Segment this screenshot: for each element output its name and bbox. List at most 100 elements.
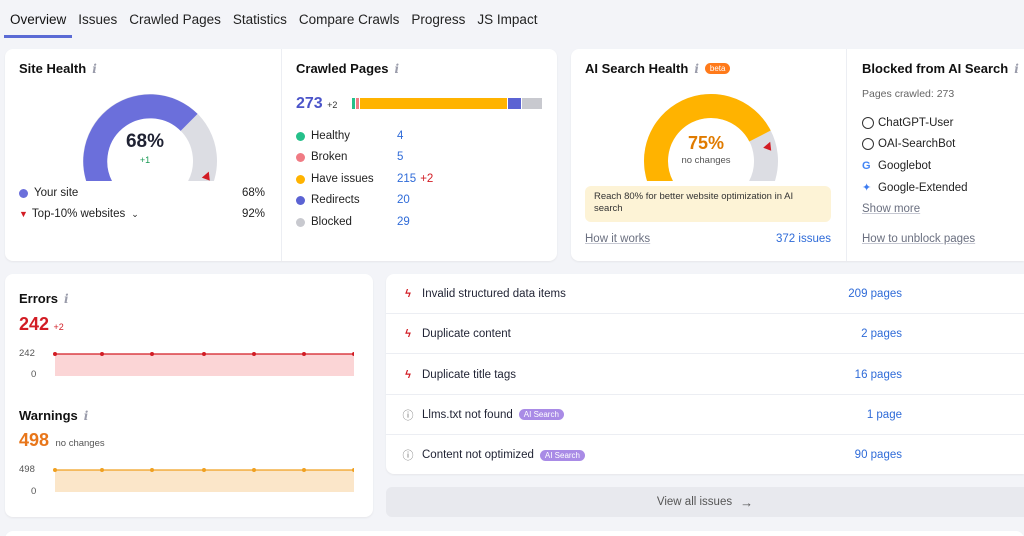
issue-count-link[interactable]: 1 page xyxy=(866,408,902,421)
site-health-gauge xyxy=(83,93,217,181)
errors-axis-bottom: 0 xyxy=(31,369,37,380)
errors-warnings-card: Errors i 242 +2 242 0 Warnings i 498 no ch… xyxy=(5,274,373,517)
issue-count-link[interactable]: 90 pages xyxy=(854,449,902,461)
trend-point[interactable] xyxy=(202,352,206,356)
issue-row[interactable]: ϟ Invalid structured data items 209 pages xyxy=(386,274,1024,314)
blocked-label: Blocked xyxy=(311,216,352,228)
tab-issues[interactable]: Issues xyxy=(78,12,118,27)
legend-broken[interactable]: Broken 5 xyxy=(296,151,403,163)
trend-point[interactable] xyxy=(150,352,154,356)
trend-point[interactable] xyxy=(100,352,104,356)
redirects-label: Redirects xyxy=(311,194,360,206)
trend-point[interactable] xyxy=(252,352,256,356)
trend-point[interactable] xyxy=(302,468,306,472)
blocked-value: 29 xyxy=(397,216,410,228)
issue-label[interactable]: Content not optimized xyxy=(422,449,534,461)
gauge-fill xyxy=(83,94,198,181)
redirects-value: 20 xyxy=(397,194,410,206)
issue-row[interactable]: ϟ Duplicate content 2 pages xyxy=(386,314,1024,354)
trend-point[interactable] xyxy=(53,468,57,472)
issue-label[interactable]: Duplicate title tags xyxy=(422,368,516,381)
issue-count-link[interactable]: 2 pages xyxy=(861,327,902,340)
ai-search-badge: AI Search xyxy=(539,449,586,461)
legend-have-issues[interactable]: Have issues 215 +2 xyxy=(296,173,433,185)
bar-segment[interactable] xyxy=(352,98,355,109)
trend-point[interactable] xyxy=(150,468,154,472)
view-all-issues-button[interactable]: View all issues → xyxy=(386,487,1024,517)
error-bolt-icon: ϟ xyxy=(405,287,411,300)
crawled-total[interactable]: 273 +2 xyxy=(296,95,337,113)
crawled-total-delta: +2 xyxy=(327,100,338,110)
gemini-icon: ✦ xyxy=(862,182,872,194)
bar-segment[interactable] xyxy=(507,98,522,109)
bot-row: ChatGPT-User xyxy=(862,117,953,129)
tab-statistics[interactable]: Statistics xyxy=(232,12,287,27)
tab-js-impact[interactable]: JS Impact xyxy=(477,12,538,27)
tab-overview[interactable]: Overview xyxy=(4,0,73,38)
warnings-value: 498 xyxy=(19,430,50,450)
broken-value: 5 xyxy=(397,151,404,163)
have-issues-delta: +2 xyxy=(420,173,434,185)
ai-search-card: AI Search Health i beta 75% no changes Re… xyxy=(571,49,1024,261)
warnings-count[interactable]: 498 no changes xyxy=(19,430,105,451)
top10-row[interactable]: ▼ Top-10% websites ⌄ 92% xyxy=(19,208,265,220)
issue-label[interactable]: Duplicate content xyxy=(422,327,511,340)
how-it-works-link[interactable]: How it works xyxy=(585,233,651,245)
info-icon[interactable]: i xyxy=(64,292,69,306)
healthy-dot xyxy=(296,131,305,141)
site-health-delta: +1 xyxy=(139,155,151,165)
issues-list-card xyxy=(386,274,1024,474)
issue-row[interactable]: ⓘ Llms.txt not found AI Search 1 page xyxy=(386,395,1024,435)
pages-crawled-label: Pages crawled: 273 xyxy=(862,88,955,100)
bot-name: Google-Extended xyxy=(878,181,968,194)
issue-label[interactable]: Invalid structured data items xyxy=(422,287,566,300)
your-site-label: Your site xyxy=(34,187,79,199)
ai-health-value: 75% xyxy=(687,133,725,153)
crawled-total-value: 273 xyxy=(296,95,323,112)
issue-count-link[interactable]: 209 pages xyxy=(848,287,902,300)
crawled-stacked-bar xyxy=(352,98,543,109)
gauge-marker xyxy=(763,141,772,151)
unblock-pages-link[interactable]: How to unblock pages xyxy=(862,233,976,245)
trend-point[interactable] xyxy=(252,468,256,472)
broken-dot xyxy=(296,152,305,162)
site-health-title: Site Health i xyxy=(19,61,97,76)
bar-segment[interactable] xyxy=(522,98,543,109)
bar-segment[interactable] xyxy=(360,98,507,109)
chevron-down-icon[interactable]: ⌄ xyxy=(131,208,139,219)
issue-row[interactable]: ⓘ Content not optimized AI Search 90 pages xyxy=(386,435,1024,475)
view-all-label: View all issues xyxy=(656,496,733,508)
legend-healthy[interactable]: Healthy 4 xyxy=(296,130,403,142)
trend-point[interactable] xyxy=(100,468,104,472)
info-icon[interactable]: i xyxy=(694,61,699,76)
bot-name: OAI-SearchBot xyxy=(878,138,956,150)
trend-point[interactable] xyxy=(302,352,306,356)
trend-point[interactable] xyxy=(202,468,206,472)
info-icon[interactable]: i xyxy=(92,62,97,76)
beta-badge: beta xyxy=(704,63,731,74)
trend-point[interactable] xyxy=(352,352,354,356)
ai-issues-link[interactable]: 372 issues xyxy=(776,233,831,245)
info-icon[interactable]: i xyxy=(394,62,400,76)
legend-redirects[interactable]: Redirects 20 xyxy=(296,194,410,206)
tab-progress[interactable]: Progress xyxy=(411,12,466,27)
site-health-value: 68% xyxy=(125,131,165,152)
issue-count-link[interactable]: 16 pages xyxy=(854,368,902,381)
tab-crawled-pages[interactable]: Crawled Pages xyxy=(129,12,221,27)
bar-segment[interactable] xyxy=(356,98,360,109)
issue-row[interactable]: ϟ Duplicate title tags 16 pages xyxy=(386,355,1024,395)
have-issues-label: Have issues xyxy=(311,173,374,185)
trend-point[interactable] xyxy=(53,352,57,356)
tab-compare-crawls[interactable]: Compare Crawls xyxy=(298,12,400,27)
top10-value: 92% xyxy=(241,208,265,220)
blocked-dot xyxy=(296,217,305,227)
info-icon[interactable]: i xyxy=(1014,61,1019,76)
show-more-link[interactable]: Show more xyxy=(862,203,921,215)
trend-point[interactable] xyxy=(352,468,354,472)
info-icon[interactable]: i xyxy=(83,409,89,423)
errors-count[interactable]: 242 +2 xyxy=(19,314,64,335)
legend-blocked[interactable]: Blocked 29 xyxy=(296,216,410,228)
gauge-fill xyxy=(644,93,771,181)
your-site-value: 68% xyxy=(241,187,265,199)
issue-label[interactable]: Llms.txt not found xyxy=(422,408,513,421)
